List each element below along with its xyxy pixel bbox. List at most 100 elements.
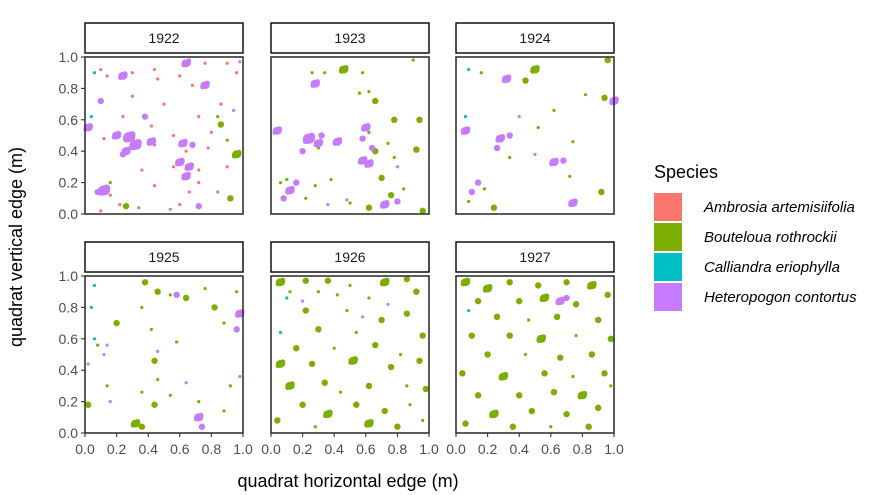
point-blob [357, 91, 362, 95]
point-blob [197, 115, 201, 119]
point-blob [490, 204, 498, 211]
point-blob [345, 308, 349, 313]
point-blob [581, 390, 588, 397]
point-blob [174, 161, 181, 167]
point-blob [365, 382, 373, 390]
point-blob [231, 108, 236, 112]
point-bouteloua [313, 425, 317, 429]
point-blob [368, 418, 374, 425]
facet-panels: 1922 0.0 0.2 0.4 0.6 0.8 1.0 1923 1924 1925 0.0 0.2… [59, 22, 624, 457]
point-heteropogon [181, 58, 191, 68]
point-ambrosia [216, 190, 220, 194]
point-blob [175, 340, 179, 344]
point-bouteloua [316, 146, 320, 150]
point-blob [222, 409, 226, 413]
point-heteropogon [495, 134, 506, 143]
point-blob [102, 352, 106, 357]
x-tick-label: 0.0 [75, 441, 95, 457]
point-blob [181, 175, 187, 181]
point-blob [184, 165, 190, 172]
point-blob [348, 359, 354, 365]
point-bouteloua [568, 174, 572, 178]
point-heteropogon [318, 132, 325, 139]
point-blob [222, 321, 226, 325]
point-bouteloua [216, 115, 220, 119]
x-tick-label: 1.0 [233, 441, 253, 457]
point-bouteloua [357, 91, 362, 95]
x-axis-title: quadrat horizontal edge (m) [237, 471, 458, 491]
point-bouteloua [419, 332, 426, 339]
point-bouteloua [285, 381, 295, 391]
point-blob [233, 326, 240, 333]
point-blob [563, 294, 570, 302]
point-heteropogon [386, 302, 390, 306]
point-blob [238, 374, 242, 379]
point-blob [119, 151, 127, 158]
point-blob [217, 121, 225, 128]
point-blob [278, 330, 283, 335]
point-bouteloua [528, 407, 536, 415]
point-bouteloua [482, 283, 493, 293]
point-bouteloua [484, 351, 491, 358]
point-blob [118, 202, 122, 207]
point-blob [365, 204, 373, 211]
point-blob [84, 401, 92, 408]
point-heteropogon [302, 132, 316, 145]
panel-background [271, 276, 429, 433]
point-blob [168, 393, 172, 397]
point-blob [598, 188, 605, 196]
point-bouteloua [394, 423, 401, 430]
point-ambrosia [108, 193, 112, 197]
point-heteropogon [506, 132, 513, 139]
point-heteropogon [359, 135, 366, 142]
panel-background [85, 276, 243, 433]
x-tick-label: 1.0 [419, 441, 439, 457]
point-heteropogon [94, 188, 101, 196]
point-calliandra [89, 115, 93, 119]
point-bouteloua [113, 319, 120, 327]
point-bouteloua [539, 293, 550, 303]
point-blob [345, 198, 349, 202]
x-tick-label: 0.4 [509, 441, 529, 457]
point-heteropogon [195, 202, 202, 210]
point-bouteloua [285, 177, 289, 182]
y-tick-label: 0.0 [59, 425, 79, 441]
point-blob [577, 394, 583, 400]
point-blob [89, 115, 93, 119]
point-heteropogon [326, 202, 330, 207]
point-bouteloua [105, 384, 109, 388]
x-tick-label: 1.0 [604, 441, 624, 457]
point-heteropogon [460, 126, 471, 135]
point-blob [357, 159, 363, 165]
point-bouteloua [378, 174, 385, 182]
point-ambrosia [105, 74, 109, 78]
point-blob [206, 146, 210, 150]
point-bouteloua [585, 423, 592, 430]
point-blob [204, 80, 210, 87]
point-blob [585, 423, 592, 430]
point-bouteloua [386, 141, 390, 145]
point-ambrosia [137, 206, 141, 210]
point-blob [533, 152, 537, 156]
point-blob [563, 410, 570, 418]
point-bouteloua [313, 184, 317, 188]
point-bouteloua [367, 296, 371, 300]
point-blob [197, 400, 201, 404]
point-heteropogon [238, 374, 242, 379]
point-bouteloua [365, 382, 373, 390]
point-blob [225, 165, 229, 169]
point-blob [293, 345, 300, 352]
point-bouteloua [392, 155, 396, 160]
point-ambrosia [190, 83, 195, 87]
point-blob [275, 363, 281, 369]
y-tick-label: 0.4 [59, 143, 79, 159]
point-bouteloua [353, 401, 360, 408]
point-blob [105, 343, 109, 347]
point-bouteloua [541, 370, 548, 377]
point-blob [130, 71, 134, 75]
point-bouteloua [323, 409, 333, 419]
point-ambrosia [235, 71, 239, 75]
point-blob [378, 316, 385, 324]
point-blob [178, 202, 182, 207]
point-blob [108, 181, 112, 185]
